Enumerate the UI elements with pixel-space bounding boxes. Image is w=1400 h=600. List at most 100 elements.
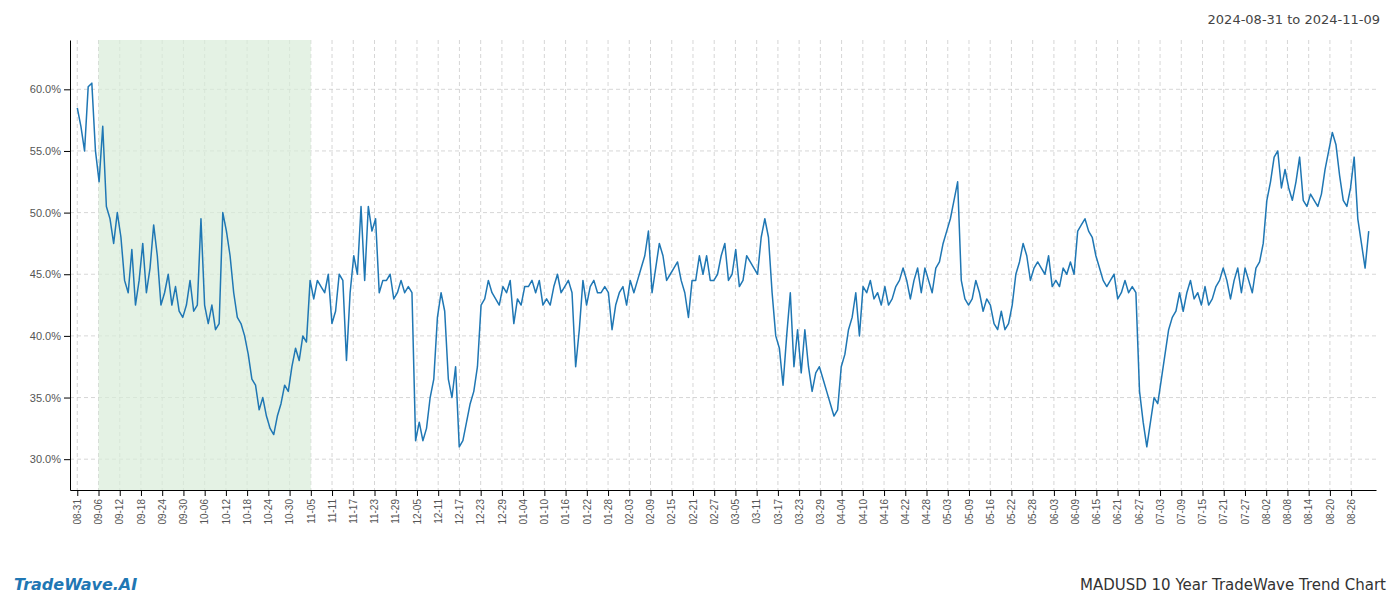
x-tick-label: 12-29 (497, 499, 508, 525)
x-tick-mark (438, 490, 439, 496)
x-grid-line (714, 40, 715, 490)
x-grid-line (735, 40, 736, 490)
x-tick-mark (268, 490, 269, 496)
x-tick-mark (990, 490, 991, 496)
x-grid-line (629, 40, 630, 490)
x-tick: 03-29 (815, 490, 826, 525)
x-grid-line (1223, 40, 1224, 490)
x-grid-line (777, 40, 778, 490)
x-tick-mark (290, 490, 291, 496)
x-tick-mark (757, 490, 758, 496)
x-tick-mark (969, 490, 970, 496)
x-tick: 10-12 (221, 490, 232, 525)
x-tick-mark (1287, 490, 1288, 496)
x-tick-mark (1096, 490, 1097, 496)
y-tick-label: 40.0% (30, 330, 61, 342)
x-tick-label: 11-05 (306, 499, 317, 524)
x-tick-label: 09-24 (157, 499, 168, 525)
x-grid-line (1053, 40, 1054, 490)
x-tick-label: 08-26 (1346, 499, 1357, 525)
x-grid-line (905, 40, 906, 490)
x-tick-mark (842, 490, 843, 496)
x-tick: 08-08 (1282, 490, 1293, 525)
x-grid-line (756, 40, 757, 490)
x-tick-mark (311, 490, 312, 496)
x-tick-mark (863, 490, 864, 496)
x-tick-mark (714, 490, 715, 496)
x-tick-label: 02-15 (666, 499, 677, 525)
x-tick-label: 11-23 (369, 499, 380, 524)
x-tick-label: 04-22 (900, 499, 911, 525)
trend-line (77, 83, 1368, 447)
x-tick-mark (1330, 490, 1331, 496)
x-tick: 05-03 (942, 490, 953, 525)
x-tick-mark (1245, 490, 1246, 496)
x-tick-mark (905, 490, 906, 496)
x-tick-label: 02-09 (645, 499, 656, 525)
x-grid-line (586, 40, 587, 490)
x-tick-mark (544, 490, 545, 496)
x-tick-mark (778, 490, 779, 496)
x-tick: 05-09 (964, 490, 975, 525)
x-grid-line (1160, 40, 1161, 490)
x-tick: 09-24 (157, 490, 168, 525)
x-axis: 08-3109-0609-1209-1809-2409-3010-0610-12… (71, 490, 1377, 525)
y-tick-mark (64, 274, 70, 275)
x-tick-mark (481, 490, 482, 496)
x-tick-label: 10-12 (221, 499, 232, 525)
x-tick: 12-29 (497, 490, 508, 525)
y-tick-label: 55.0% (30, 145, 61, 157)
x-tick: 01-04 (518, 490, 529, 525)
x-tick: 07-21 (1218, 490, 1229, 525)
x-tick-mark (587, 490, 588, 496)
x-grid-line (1266, 40, 1267, 490)
x-tick-label: 09-06 (93, 499, 104, 525)
x-tick-mark (1351, 490, 1352, 496)
x-tick: 06-27 (1134, 490, 1145, 525)
x-tick-label: 05-16 (985, 499, 996, 525)
y-tick: 40.0% (30, 330, 70, 342)
x-tick-label: 01-28 (603, 499, 614, 525)
x-tick: 03-11 (751, 490, 762, 524)
y-tick: 60.0% (30, 83, 70, 95)
x-tick: 08-31 (72, 490, 83, 525)
x-tick-mark (1033, 490, 1034, 496)
x-grid-line (841, 40, 842, 490)
x-tick-mark (1266, 490, 1267, 496)
y-tick: 30.0% (30, 453, 70, 465)
x-tick-label: 01-16 (560, 499, 571, 525)
x-tick: 01-28 (603, 490, 614, 525)
x-tick-mark (247, 490, 248, 496)
x-tick-mark (948, 490, 949, 496)
y-tick-mark (64, 89, 70, 90)
x-grid-line (862, 40, 863, 490)
x-tick-mark (205, 490, 206, 496)
x-grid-line (523, 40, 524, 490)
x-tick-mark (99, 490, 100, 496)
x-tick: 09-12 (114, 490, 125, 525)
x-axis-line (71, 490, 1377, 491)
x-tick: 12-11 (433, 490, 444, 524)
y-tick-mark (64, 151, 70, 152)
x-tick: 04-28 (921, 490, 932, 525)
x-tick: 06-21 (1112, 490, 1123, 525)
x-tick-mark (162, 490, 163, 496)
x-tick: 02-15 (666, 490, 677, 525)
x-grid-line (1096, 40, 1097, 490)
x-tick-label: 10-24 (263, 499, 274, 525)
x-tick-label: 03-17 (773, 499, 784, 525)
x-tick-label: 08-31 (72, 499, 83, 525)
x-grid-line (692, 40, 693, 490)
x-tick-label: 09-18 (136, 499, 147, 525)
x-tick-label: 09-12 (114, 499, 125, 525)
y-tick-label: 50.0% (30, 207, 61, 219)
x-tick-label: 06-03 (1049, 499, 1060, 525)
x-tick: 07-15 (1197, 490, 1208, 525)
x-tick-label: 03-05 (730, 499, 741, 525)
x-tick: 08-26 (1346, 490, 1357, 525)
x-grid-line (480, 40, 481, 490)
x-tick: 09-06 (93, 490, 104, 525)
x-tick-mark (1054, 490, 1055, 496)
chart: 08-3109-0609-1209-1809-2409-3010-0610-12… (0, 0, 1400, 600)
x-tick-label: 12-11 (433, 499, 444, 524)
